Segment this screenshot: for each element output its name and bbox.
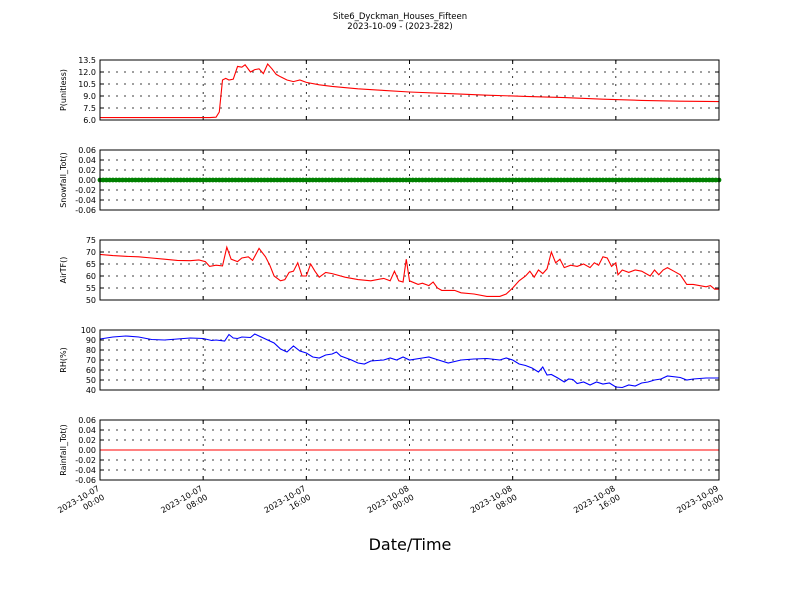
y-axis-label: RH(%): [59, 347, 68, 372]
y-tick-label: 0.04: [78, 426, 96, 435]
chart-panels: 13.512.010.59.07.56.0P(unitless)0.060.04…: [59, 56, 722, 485]
x-tick-label: 2023-10-0716:00: [263, 484, 313, 524]
x-tick-label: 2023-10-0800:00: [366, 484, 416, 524]
series-line: [100, 63, 720, 119]
x-tick-label: 2023-10-0900:00: [675, 484, 725, 524]
x-tick-label: 2023-10-0808:00: [469, 484, 519, 524]
y-tick-label: 90: [86, 336, 96, 345]
y-tick-label: 70: [86, 356, 96, 365]
y-tick-label: 65: [86, 260, 96, 269]
y-tick-label: 55: [86, 284, 96, 293]
y-tick-label: -0.02: [75, 186, 96, 195]
panel-3: 75 70 65 60 55 50 AirTF(): [59, 236, 720, 305]
y-tick-label: 6.0: [83, 116, 96, 125]
y-tick-label: 100: [81, 326, 96, 335]
y-tick-label: 9.0: [83, 92, 96, 101]
x-tick-label: 2023-10-0816:00: [572, 484, 622, 524]
panel-5: 0.060.040.020.00-0.02-0.04-0.06 Rainfall_…: [59, 416, 720, 485]
x-tick-label: 2023-10-0708:00: [159, 484, 209, 524]
series-line: [99, 333, 719, 389]
panel-frame: [99, 59, 720, 121]
y-tick-label: 0.00: [78, 176, 96, 185]
y-tick-label: 80: [86, 346, 96, 355]
x-tick-label: 2023-10-0700:00: [56, 484, 106, 524]
y-axis-label: Snowfall_Tot(): [59, 152, 68, 208]
chart-subtitle: 2023-10-09 - (2023-282): [347, 22, 452, 32]
panel-frame: [99, 329, 720, 391]
series-line: [99, 245, 719, 297]
panel-frame: [99, 149, 720, 211]
chart-title: Site6_Dyckman_Houses_Fifteen: [333, 12, 467, 22]
y-tick-label: 60: [86, 366, 96, 375]
y-axis-label: P(unitless): [59, 69, 68, 111]
panel-frame: [99, 419, 720, 481]
y-tick-label: 0.04: [78, 156, 96, 165]
y-tick-label: 50: [86, 296, 96, 305]
y-tick-label: 10.5: [78, 80, 96, 89]
y-tick-label: -0.02: [75, 456, 96, 465]
x-axis-ticks: 2023-10-0700:00 2023-10-0708:00 2023-10-07…: [56, 484, 725, 524]
y-tick-label: -0.04: [75, 196, 96, 205]
y-tick-label: -0.04: [75, 466, 96, 475]
y-tick-label: 0.06: [78, 416, 96, 425]
y-tick-label: 60: [86, 272, 96, 281]
y-tick-label: -0.06: [75, 206, 96, 215]
y-tick-label: 0.02: [78, 436, 96, 445]
y-tick-label: 40: [86, 386, 96, 395]
y-tick-label: 0.00: [78, 446, 96, 455]
y-tick-label: 50: [86, 376, 96, 385]
panel-frame: [99, 239, 720, 301]
panel-2: 0.060.040.020.00-0.02-0.04-0.06 Snowfall_…: [59, 146, 722, 215]
y-tick-label: 0.06: [78, 146, 96, 155]
y-axis-label: Rainfall_Tot(): [59, 424, 68, 476]
series-points: [97, 177, 722, 183]
y-tick-label: 75: [86, 236, 96, 245]
y-tick-label: 13.5: [78, 56, 96, 65]
panel-1: 13.5 12.0 10.5 9.0 7.5 6.0 P(unitless): [59, 56, 720, 125]
y-tick-label: -0.06: [75, 476, 96, 485]
y-tick-label: 70: [86, 248, 96, 257]
y-tick-label: 0.02: [78, 166, 96, 175]
y-tick-label: 12.0: [78, 68, 96, 77]
y-axis-label: AirTF(): [59, 257, 68, 284]
x-axis-label: Date/Time: [369, 535, 452, 554]
y-tick-label: 7.5: [83, 104, 96, 113]
